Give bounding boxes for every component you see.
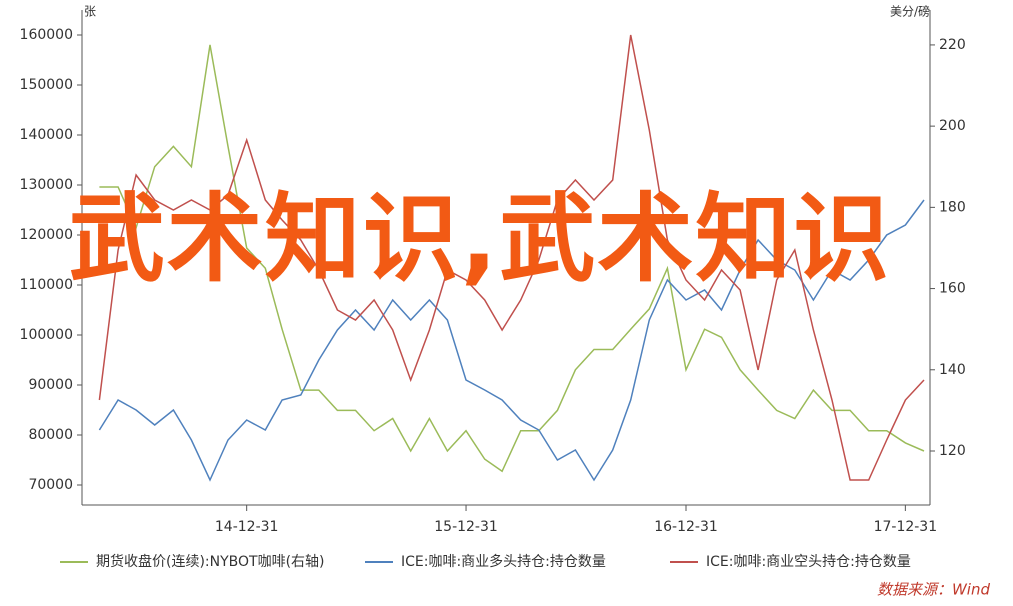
watermark: 武术知识,武术知识 [68, 183, 892, 295]
x-tick-label: 15-12-31 [434, 519, 498, 535]
y2-tick-label: 160 [939, 281, 966, 297]
y2-tick-label: 140 [939, 362, 966, 378]
y-tick-label: 150000 [20, 77, 73, 93]
y2-tick-label: 180 [939, 199, 966, 215]
x-tick-label: 16-12-31 [654, 519, 718, 535]
y-tick-label: 130000 [20, 177, 73, 193]
x-tick-label: 14-12-31 [215, 519, 279, 535]
y-tick-label: 100000 [20, 327, 73, 343]
y-tick-label: 110000 [20, 277, 73, 293]
series-line [98, 34, 925, 481]
y-tick-label: 80000 [28, 427, 73, 443]
y2-tick-label: 220 [939, 37, 966, 53]
legend-label: ICE:咖啡:商业空头持仓:持仓数量 [706, 554, 911, 570]
y-axis-label: 张 [84, 5, 96, 19]
legend-label: 期货收盘价(连续):NYBOT咖啡(右轴) [96, 553, 325, 570]
y2-tick-label: 120 [939, 443, 966, 459]
y-tick-label: 120000 [20, 227, 73, 243]
y-tick-label: 160000 [20, 27, 73, 43]
x-tick-label: 17-12-31 [874, 519, 938, 535]
y-tick-label: 140000 [20, 127, 73, 143]
source: 数据来源：Wind [877, 581, 991, 599]
y-tick-label: 90000 [28, 377, 73, 393]
series-line [99, 44, 925, 473]
legend-label: ICE:咖啡:商业多头持仓:持仓数量 [401, 553, 606, 570]
y2-axis-label: 美分/磅 [890, 4, 930, 19]
y-tick-label: 70000 [28, 477, 73, 493]
y2-tick-label: 200 [939, 118, 966, 134]
